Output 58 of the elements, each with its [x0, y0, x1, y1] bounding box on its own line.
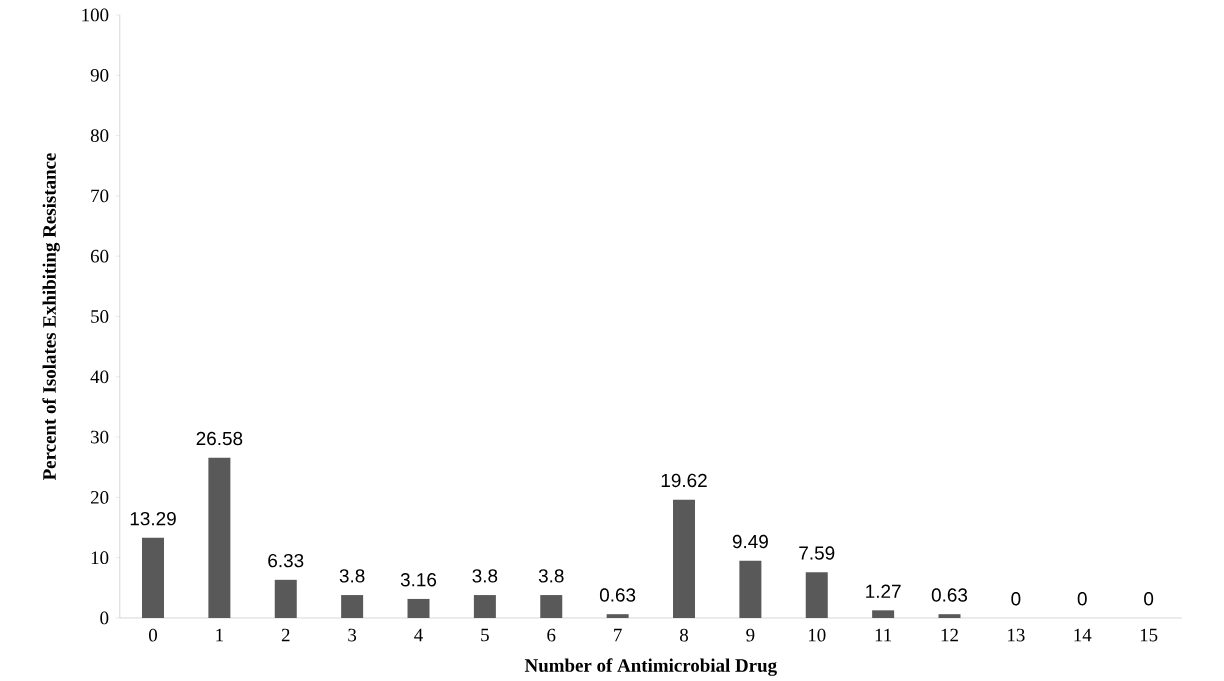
x-tick-label: 13: [1008, 628, 1025, 642]
x-tick-label: 11: [875, 628, 892, 642]
y-tick-label: 90: [90, 68, 109, 82]
bar: [872, 610, 895, 618]
bar: [274, 579, 297, 618]
data-label: 0.63: [931, 588, 968, 602]
x-tick-label: 12: [941, 628, 958, 642]
bar: [805, 572, 828, 618]
x-tick-label: 8: [679, 628, 689, 642]
data-label: 1.27: [866, 584, 901, 598]
y-tick-label: 80: [90, 129, 109, 142]
data-label: 19.62: [661, 473, 707, 488]
y-tick-label: 20: [90, 491, 109, 504]
data-label: 6.33: [268, 553, 304, 568]
y-tick-label: 10: [91, 551, 109, 565]
data-label: 0.63: [599, 588, 636, 602]
data-label: 3.8: [538, 569, 564, 583]
data-label: 0: [1144, 592, 1154, 606]
y-axis-title: Percent of Isolates Exhibiting Resistance: [42, 153, 60, 481]
x-tick-label: 0: [149, 628, 158, 642]
bar: [606, 614, 629, 618]
x-tick-label: 4: [414, 628, 423, 642]
y-tick-label: 40: [90, 370, 109, 384]
data-label: 0: [1011, 592, 1021, 606]
bar: [673, 499, 695, 618]
bar: [540, 595, 563, 618]
x-axis-title: Number of Antimicrobial Drug: [524, 658, 777, 676]
bar: [208, 457, 231, 618]
x-tick-label: 7: [614, 628, 622, 642]
data-label: 9.49: [732, 534, 768, 549]
x-tick-label: 5: [481, 628, 489, 642]
x-tick-label: 10: [808, 628, 826, 642]
x-tick-label: 2: [281, 628, 290, 642]
y-tick-label: 60: [90, 249, 109, 263]
data-label: 13.29: [130, 511, 176, 526]
data-label: 26.58: [196, 431, 243, 446]
bar: [473, 595, 496, 618]
x-tick-label: 15: [1140, 628, 1158, 642]
bar: [938, 614, 961, 618]
y-tick-label: 70: [91, 189, 109, 203]
y-tick-label: 0: [100, 611, 109, 625]
x-tick-label: 9: [746, 628, 755, 642]
x-tick-label: 3: [348, 628, 357, 642]
y-tick-label: 30: [91, 430, 109, 444]
bar: [142, 537, 165, 618]
y-tick-label: 50: [91, 310, 109, 323]
bar: [739, 560, 762, 618]
x-tick-label: 14: [1074, 628, 1092, 642]
data-label: 3.8: [472, 569, 498, 583]
data-label: 3.8: [339, 569, 365, 583]
y-tick-label: 100: [82, 8, 109, 22]
bar: [407, 598, 430, 618]
data-label: 7.59: [799, 546, 835, 560]
data-label: 3.16: [400, 573, 437, 587]
x-tick-label: 6: [547, 628, 556, 642]
bar: [341, 595, 364, 618]
data-label: 0: [1077, 592, 1087, 606]
x-tick-label: 1: [216, 628, 223, 642]
